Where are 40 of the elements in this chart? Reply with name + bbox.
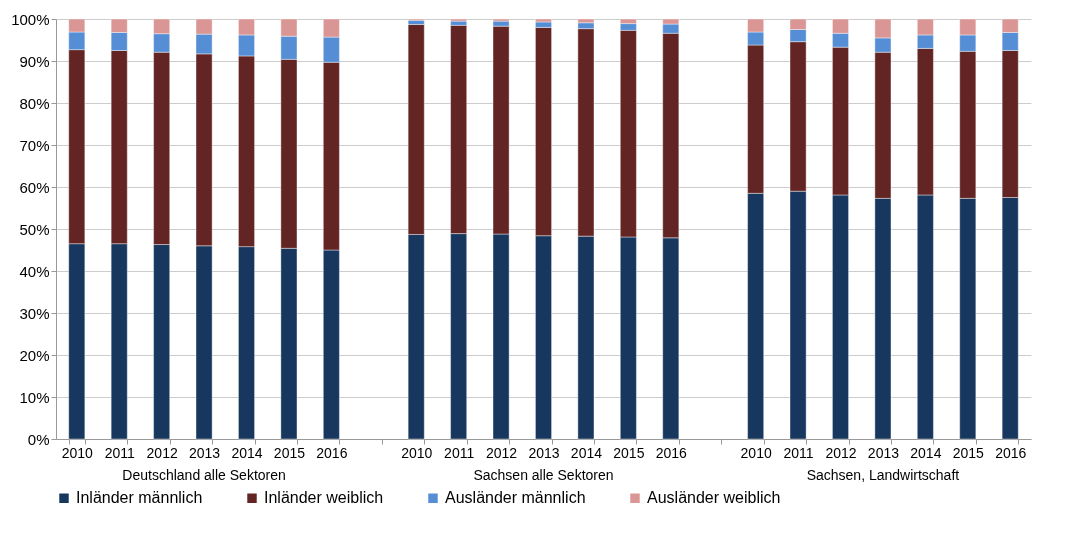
- y-tick-label: 0%: [27, 430, 50, 448]
- x-tick-label: 2011: [783, 444, 814, 461]
- x-tick-label: 2015: [952, 444, 985, 461]
- text: Deutschland alle Sektoren: [122, 467, 286, 483]
- x-tick-label: 2012: [485, 444, 518, 461]
- x-tick-label: 2013: [189, 444, 221, 461]
- legend-label: Ausländer männlich: [445, 489, 586, 507]
- y-tick-label: 70%: [19, 136, 50, 154]
- x-tick-label: 2010: [401, 444, 433, 461]
- y-tick-label: 20%: [19, 346, 50, 364]
- legend-label: Inländer weiblich: [264, 489, 384, 507]
- y-tick-label: 80%: [19, 94, 50, 112]
- x-tick-label: 2015: [613, 444, 645, 461]
- y-tick-label: 90%: [19, 52, 50, 70]
- x-tick-label: 2014: [910, 444, 942, 461]
- x-tick-label: 2013: [528, 444, 560, 461]
- y-tick-label: 50%: [19, 220, 50, 238]
- x-tick-label: 2010: [61, 444, 94, 461]
- x-tick-label: 2010: [740, 444, 772, 461]
- x-tick-label: 2014: [570, 444, 603, 461]
- x-tick-label: 2013: [867, 444, 900, 461]
- legend-label: Inländer männlich: [76, 489, 203, 507]
- text: Sachsen, Landwirtschaft: [806, 467, 960, 483]
- bar: [450, 18, 468, 22]
- x-tick-label: 2012: [146, 444, 178, 461]
- x-tick-label: 2014: [231, 444, 263, 461]
- x-tick-label: 2016: [316, 444, 348, 461]
- y-tick-label: 40%: [19, 262, 50, 280]
- x-tick-label: 2011: [444, 444, 475, 461]
- y-tick-label: 30%: [19, 304, 50, 322]
- x-tick-label: 2012: [825, 444, 857, 461]
- x-tick-label: 2011: [104, 444, 135, 461]
- x-tick-label: 2015: [273, 444, 306, 461]
- text: Sachsen alle Sektoren: [473, 467, 614, 483]
- x-tick-label: 2016: [995, 444, 1027, 461]
- legend-label: Ausländer weiblich: [647, 489, 781, 507]
- y-tick-label: 100%: [11, 10, 50, 28]
- y-tick-label: 60%: [19, 178, 50, 196]
- y-tick-label: 10%: [19, 388, 50, 406]
- x-tick-label: 2016: [655, 444, 688, 461]
